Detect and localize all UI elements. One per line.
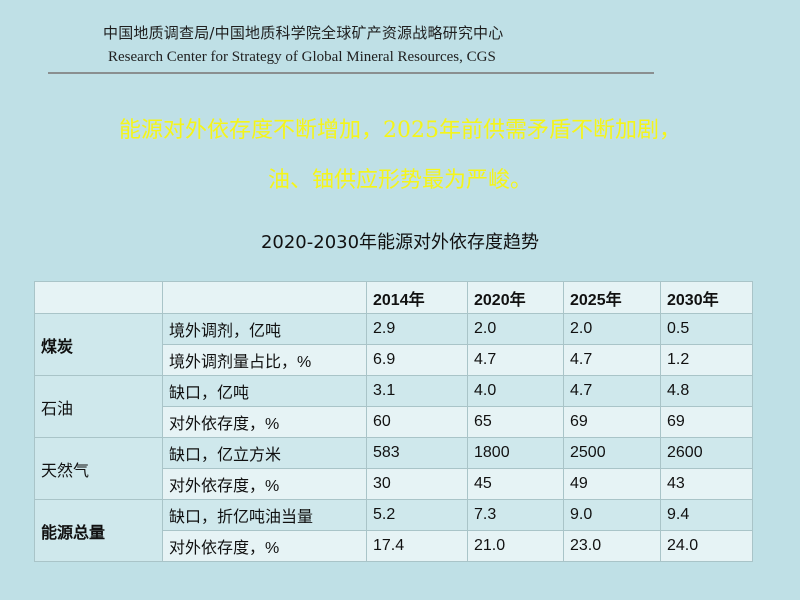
table-row: 对外依存度，% 30 45 49 43: [35, 468, 753, 500]
metric-cell: 境外调剂，亿吨: [162, 313, 367, 345]
table-row: 天然气 缺口，亿立方米 583 1800 2500 2600: [34, 437, 753, 500]
value-cell: 45: [467, 468, 564, 500]
value-cell: 4.7: [563, 375, 661, 407]
headline-line-2: 油、铀供应形势最为严峻。: [267, 168, 532, 193]
metric-cell: 对外依存度，%: [162, 530, 367, 562]
category-cell-natural-gas: 天然气: [34, 437, 163, 500]
table-header-row: 2014年 2020年 2025年 2030年: [34, 281, 753, 314]
metric-cell: 对外依存度，%: [162, 468, 367, 500]
value-cell: 1800: [467, 437, 564, 469]
header-empty-cell: [34, 281, 163, 314]
value-cell: 43: [660, 468, 753, 500]
metric-cell: 缺口，亿吨: [162, 375, 367, 407]
value-cell: 4.0: [467, 375, 564, 407]
year-header: 2014年: [366, 281, 468, 314]
org-name-chinese: 中国地质调查局/中国地质科学院全球矿产资源战略研究中心: [103, 24, 504, 42]
header-empty-cell: [162, 281, 367, 314]
headline-line-1: 能源对外依存度不断增加，2025年前供需矛盾不断加剧，: [119, 118, 681, 143]
category-cell-total-energy: 能源总量: [34, 499, 163, 562]
value-cell: 1.2: [660, 344, 753, 376]
value-cell: 2600: [660, 437, 753, 469]
year-header: 2030年: [660, 281, 753, 314]
value-cell: 30: [366, 468, 468, 500]
value-cell: 5.2: [366, 499, 468, 531]
org-name-english: Research Center for Strategy of Global M…: [108, 49, 496, 65]
value-cell: 2.9: [366, 313, 468, 345]
value-cell: 69: [563, 406, 661, 438]
value-cell: 23.0: [563, 530, 661, 562]
value-cell: 60: [366, 406, 468, 438]
table-row: 对外依存度，% 17.4 21.0 23.0 24.0: [35, 530, 753, 562]
value-cell: 7.3: [467, 499, 564, 531]
metric-cell: 缺口，折亿吨油当量: [162, 499, 367, 531]
table-row: 煤炭 境外调剂，亿吨 2.9 2.0 2.0 0.5: [34, 313, 753, 376]
table-row: 石油 缺口，亿吨 3.1 4.0 4.7 4.8: [34, 375, 753, 438]
value-cell: 9.0: [563, 499, 661, 531]
value-cell: 2.0: [467, 313, 564, 345]
dependency-table: 2014年 2020年 2025年 2030年 煤炭 境外调剂，亿吨 2.9 2…: [34, 281, 753, 562]
category-cell-coal: 煤炭: [34, 313, 163, 376]
metric-cell: 对外依存度，%: [162, 406, 367, 438]
year-header: 2020年: [467, 281, 564, 314]
value-cell: 0.5: [660, 313, 753, 345]
value-cell: 69: [660, 406, 753, 438]
value-cell: 6.9: [366, 344, 468, 376]
metric-cell: 缺口，亿立方米: [162, 437, 367, 469]
value-cell: 4.8: [660, 375, 753, 407]
value-cell: 2.0: [563, 313, 661, 345]
table-row: 境外调剂量占比，% 6.9 4.7 4.7 1.2: [35, 344, 753, 376]
value-cell: 4.7: [467, 344, 564, 376]
value-cell: 9.4: [660, 499, 753, 531]
value-cell: 24.0: [660, 530, 753, 562]
value-cell: 583: [366, 437, 468, 469]
header-divider: [48, 72, 654, 74]
year-header: 2025年: [563, 281, 661, 314]
table-title: 2020-2030年能源对外依存度趋势: [260, 232, 540, 253]
table-row: 能源总量 缺口，折亿吨油当量 5.2 7.3 9.0 9.4: [34, 499, 753, 562]
metric-cell: 境外调剂量占比，%: [162, 344, 367, 376]
value-cell: 2500: [563, 437, 661, 469]
value-cell: 49: [563, 468, 661, 500]
value-cell: 65: [467, 406, 564, 438]
value-cell: 17.4: [366, 530, 468, 562]
value-cell: 21.0: [467, 530, 564, 562]
value-cell: 3.1: [366, 375, 468, 407]
value-cell: 4.7: [563, 344, 661, 376]
table-row: 对外依存度，% 60 65 69 69: [35, 406, 753, 438]
category-cell-oil: 石油: [34, 375, 163, 438]
